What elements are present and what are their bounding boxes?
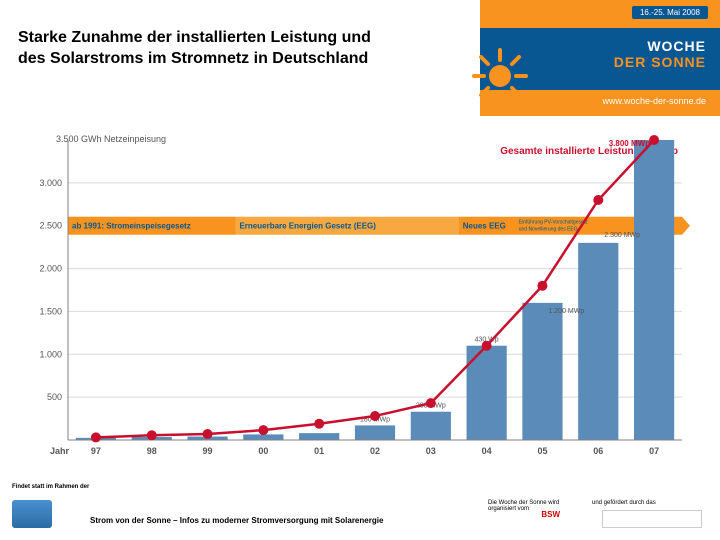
svg-text:3.000: 3.000 <box>39 178 62 188</box>
svg-text:2.000: 2.000 <box>39 264 62 274</box>
slide-footer: Findet statt im Rahmen der Strom von der… <box>0 480 720 540</box>
banner-main: WOCHE DER SONNE <box>480 28 720 90</box>
bmu-logo <box>602 510 702 528</box>
banner-date: 16.-25. Mai 2008 <box>632 6 708 19</box>
svg-text:Einführung PV-Vorschaltgesetz: Einführung PV-Vorschaltgesetz <box>519 220 588 226</box>
svg-text:und Novellierung des EEG: und Novellierung des EEG <box>519 227 578 233</box>
svg-text:98: 98 <box>147 446 157 456</box>
campaign-banner: 16.-25. Mai 2008 WOCHE DER SONNE www.woc… <box>480 0 720 116</box>
svg-text:2.500: 2.500 <box>39 221 62 231</box>
svg-text:1.200 MWp: 1.200 MWp <box>548 308 584 315</box>
svg-text:05: 05 <box>537 446 547 456</box>
footer-sponsor-text: und gefördert durch das <box>592 500 702 506</box>
svg-text:Erneuerbare Energien Gesetz (E: Erneuerbare Energien Gesetz (EEG) <box>239 222 376 231</box>
svg-text:2.300 MWp: 2.300 MWp <box>604 232 640 239</box>
svg-text:99: 99 <box>203 446 213 456</box>
svg-text:3.500 GWh Netzeinpeisung: 3.500 GWh Netzeinpeisung <box>56 134 166 144</box>
svg-text:Neues EEG: Neues EEG <box>463 222 506 231</box>
svg-text:02: 02 <box>370 446 380 456</box>
svg-text:97: 97 <box>91 446 101 456</box>
svg-text:06: 06 <box>593 446 603 456</box>
european-solar-days-logo <box>12 500 52 528</box>
svg-text:1.000: 1.000 <box>39 349 62 359</box>
slide-header: Starke Zunahme der installierten Leistun… <box>0 0 720 116</box>
bsw-logo: BSW <box>541 510 560 519</box>
chart-container: 500 1.000 1.500 2.000 2.500 3.000 3.500 GWh Ne… <box>28 128 692 468</box>
combined-bar-line-chart: 500 1.000 1.500 2.000 2.500 3.000 3.500 GWh Ne… <box>28 128 692 468</box>
footer-left-text: Findet statt im Rahmen der <box>12 484 89 491</box>
slide-title: Starke Zunahme der installierten Leistun… <box>18 28 388 70</box>
svg-text:500: 500 <box>47 392 62 402</box>
footer-caption: Strom von der Sonne – Infos zu moderner … <box>90 516 383 525</box>
footer-organizer-text: Die Woche der Sonne wird organisiert vom <box>488 500 578 512</box>
svg-text:04: 04 <box>482 446 492 456</box>
svg-text:ab 1991: Stromeinspeisegesetz: ab 1991: Stromeinspeisegesetz <box>72 222 191 231</box>
svg-text:07: 07 <box>649 446 659 456</box>
svg-text:03: 03 <box>426 446 436 456</box>
svg-text:Jahr: Jahr <box>50 446 70 456</box>
sun-icon <box>470 46 530 106</box>
svg-text:00: 00 <box>258 446 268 456</box>
svg-text:1.500: 1.500 <box>39 306 62 316</box>
svg-text:3.800 MWp: 3.800 MWp <box>609 139 650 148</box>
svg-text:01: 01 <box>314 446 324 456</box>
